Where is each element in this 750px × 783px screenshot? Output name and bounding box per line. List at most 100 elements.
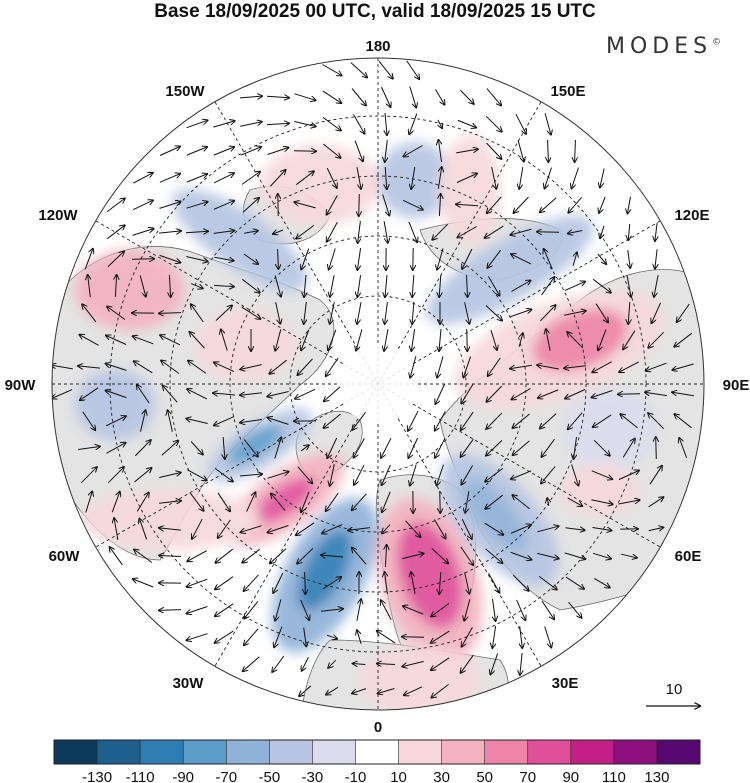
wind-vector bbox=[327, 222, 338, 241]
wind-vector bbox=[538, 389, 559, 398]
wind-vector bbox=[402, 553, 423, 560]
wind-vector bbox=[439, 140, 442, 162]
wind-vector bbox=[244, 601, 259, 618]
wind-vector bbox=[565, 576, 584, 589]
wind-vector bbox=[493, 599, 496, 621]
wind-vector bbox=[382, 491, 391, 512]
colorbar-cell bbox=[355, 740, 400, 764]
wind-vector bbox=[567, 497, 582, 506]
polar-cap bbox=[338, 344, 418, 424]
wind-vector bbox=[564, 366, 586, 369]
wind-vector bbox=[322, 524, 343, 534]
wind-vector bbox=[568, 231, 583, 234]
anomaly-shading bbox=[75, 135, 665, 710]
wind-vector bbox=[159, 501, 181, 504]
wind-vector bbox=[385, 166, 387, 189]
wind-vector bbox=[132, 200, 153, 211]
wind-vector bbox=[168, 410, 173, 432]
wind-vector bbox=[456, 149, 478, 154]
wind-vector bbox=[302, 656, 309, 671]
wind-vector bbox=[266, 96, 289, 98]
wind-vector bbox=[270, 170, 286, 187]
wind-vector bbox=[540, 305, 555, 322]
wind-vector bbox=[404, 145, 423, 157]
wind-vector bbox=[461, 465, 474, 485]
wind-vector bbox=[240, 147, 261, 156]
wind-vector bbox=[240, 364, 262, 370]
wind-vector bbox=[537, 365, 559, 370]
wind-vector bbox=[439, 274, 441, 297]
colorbar-cell bbox=[54, 740, 98, 764]
wind-vector bbox=[324, 413, 341, 428]
wind-vector bbox=[622, 439, 635, 458]
wind-vector bbox=[273, 230, 284, 234]
map-title: Base 18/09/2025 00 UTC, valid 18/09/2025… bbox=[154, 1, 596, 22]
wind-vector bbox=[107, 307, 126, 320]
wind-vector bbox=[327, 195, 338, 214]
wind-vector bbox=[405, 520, 421, 537]
wind-vector bbox=[461, 654, 474, 673]
brand-mark: © bbox=[712, 37, 722, 48]
wind-vector bbox=[134, 468, 152, 483]
wind-vector bbox=[619, 361, 640, 372]
wind-vector bbox=[213, 121, 234, 128]
wind-vector bbox=[215, 306, 232, 321]
wind-vector bbox=[411, 572, 416, 594]
wind-vector bbox=[106, 390, 127, 399]
wind-vector bbox=[431, 657, 450, 670]
wind-vector bbox=[213, 173, 234, 184]
wind-vector bbox=[537, 552, 558, 558]
wind-vector bbox=[139, 519, 148, 540]
wind-vector bbox=[321, 555, 344, 557]
wind-vector bbox=[267, 472, 289, 479]
wind-vector bbox=[357, 630, 362, 644]
wind-vector bbox=[512, 388, 531, 400]
wind-vector bbox=[484, 522, 504, 535]
wind-vector bbox=[516, 599, 526, 620]
wind-vector bbox=[513, 440, 530, 455]
wind-vector bbox=[435, 411, 446, 430]
wind-vector bbox=[244, 628, 259, 646]
wind-vector bbox=[159, 174, 180, 183]
wind-vector bbox=[461, 438, 474, 457]
wind-vector bbox=[278, 249, 279, 269]
wind-vector bbox=[385, 302, 388, 324]
wind-vector bbox=[435, 383, 446, 404]
wind-vector bbox=[485, 548, 503, 563]
colorbar-tick-label: 30 bbox=[433, 769, 450, 783]
wind-vector bbox=[326, 167, 337, 188]
wind-vector bbox=[359, 193, 360, 216]
wind-vector bbox=[510, 364, 532, 368]
wind-vector bbox=[159, 202, 181, 209]
wind-vector bbox=[189, 492, 203, 511]
wind-vector bbox=[410, 356, 417, 377]
colorbar-tick-label: -30 bbox=[302, 769, 324, 783]
wind-vector bbox=[385, 545, 386, 568]
wind-vector bbox=[329, 248, 336, 270]
wind-vector bbox=[214, 256, 233, 260]
wind-vector bbox=[187, 633, 208, 641]
wind-vector bbox=[382, 464, 391, 485]
wind-vector bbox=[213, 201, 234, 210]
wind-vector bbox=[510, 551, 532, 559]
positive-anomaly-north-atlantic-west bbox=[80, 490, 260, 550]
wind-vector bbox=[628, 301, 630, 324]
wind-vector bbox=[133, 173, 152, 184]
wind-vector bbox=[266, 123, 289, 124]
positive-anomaly-west-canada bbox=[75, 250, 185, 330]
wind-vector bbox=[488, 357, 501, 376]
wind-vector bbox=[327, 437, 338, 458]
colorbar-cells bbox=[54, 740, 701, 764]
wind-vector bbox=[80, 387, 99, 400]
wind-vector bbox=[461, 411, 474, 430]
wind-vector bbox=[599, 196, 606, 213]
wind-vector bbox=[305, 571, 306, 594]
colorbar-cell bbox=[484, 740, 529, 764]
wind-vector bbox=[591, 470, 612, 479]
wind-vector bbox=[485, 225, 504, 238]
wind-vector bbox=[322, 90, 341, 103]
wind-vector bbox=[169, 274, 170, 297]
wind-vector bbox=[592, 552, 611, 558]
lon-label-30e: 30E bbox=[552, 675, 579, 692]
wind-vector bbox=[486, 440, 503, 455]
